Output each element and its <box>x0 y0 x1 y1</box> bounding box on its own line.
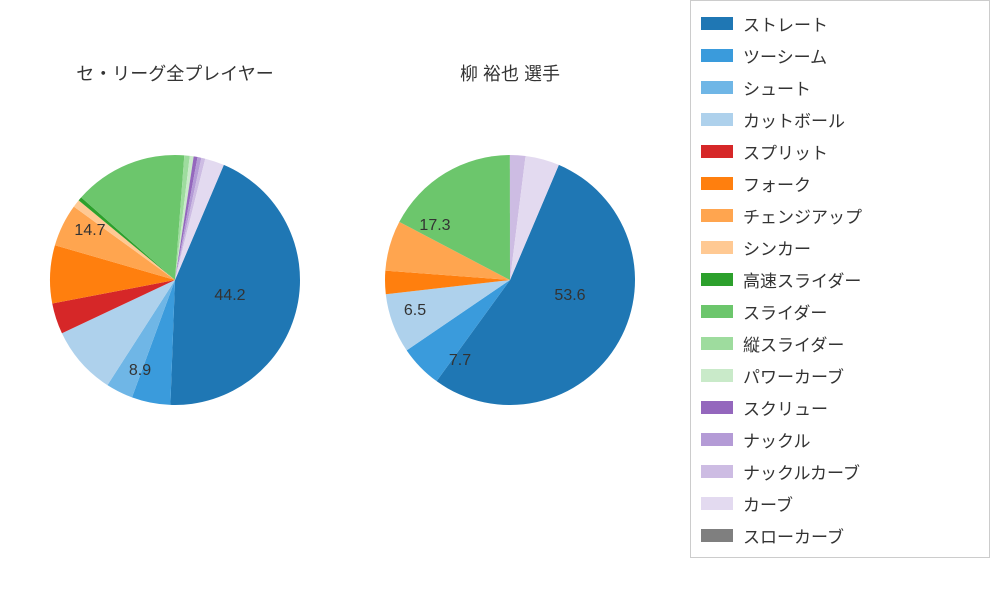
legend-item: スクリュー <box>701 391 979 423</box>
legend-label: シュート <box>743 75 811 100</box>
slice-label: 17.3 <box>419 217 450 234</box>
legend-swatch <box>701 209 733 222</box>
legend-label: フォーク <box>743 171 811 196</box>
legend-swatch <box>701 465 733 478</box>
legend-swatch <box>701 113 733 126</box>
legend-item: スライダー <box>701 295 979 327</box>
legend-item: チェンジアップ <box>701 199 979 231</box>
legend-swatch <box>701 369 733 382</box>
legend-item: カットボール <box>701 103 979 135</box>
slice-label: 6.5 <box>404 302 426 319</box>
legend-label: ツーシーム <box>743 43 827 68</box>
legend-swatch <box>701 49 733 62</box>
legend-item: シンカー <box>701 231 979 263</box>
legend-label: スライダー <box>743 299 827 324</box>
slice-label: 14.7 <box>74 222 105 239</box>
legend-item: 縦スライダー <box>701 327 979 359</box>
legend-item: ナックル <box>701 423 979 455</box>
pie-title: 柳 裕也 選手 <box>460 64 560 84</box>
legend-label: カットボール <box>743 107 845 132</box>
legend-item: パワーカーブ <box>701 359 979 391</box>
legend-item: スプリット <box>701 135 979 167</box>
legend-label: ナックルカーブ <box>743 459 860 484</box>
slice-label: 7.7 <box>449 352 471 369</box>
legend-swatch <box>701 81 733 94</box>
legend-item: ツーシーム <box>701 39 979 71</box>
legend-label: ナックル <box>743 427 811 452</box>
slice-label: 44.2 <box>214 287 245 304</box>
legend-swatch <box>701 497 733 510</box>
legend-label: 高速スライダー <box>743 267 861 292</box>
legend-item: フォーク <box>701 167 979 199</box>
legend-swatch <box>701 177 733 190</box>
legend-label: スローカーブ <box>743 523 844 548</box>
legend-item: カーブ <box>701 487 979 519</box>
legend-label: カーブ <box>743 491 793 516</box>
legend-item: スローカーブ <box>701 519 979 551</box>
legend-swatch <box>701 401 733 414</box>
legend: ストレートツーシームシュートカットボールスプリットフォークチェンジアップシンカー… <box>690 0 990 558</box>
legend-swatch <box>701 145 733 158</box>
legend-label: スクリュー <box>743 395 828 420</box>
legend-label: チェンジアップ <box>743 203 862 228</box>
legend-swatch <box>701 273 733 286</box>
slice-label: 53.6 <box>554 287 585 304</box>
legend-swatch <box>701 433 733 446</box>
chart-area: 44.2 8.9 14.7 セ・リーグ全プレイヤー 53.6 7.7 6.5 17.3 柳 裕也… <box>0 0 680 600</box>
legend-swatch <box>701 337 733 350</box>
legend-label: シンカー <box>743 235 811 260</box>
legend-label: スプリット <box>743 139 828 164</box>
legend-item: 高速スライダー <box>701 263 979 295</box>
legend-swatch <box>701 529 733 542</box>
slice-label: 8.9 <box>129 362 151 379</box>
legend-item: ナックルカーブ <box>701 455 979 487</box>
legend-swatch <box>701 305 733 318</box>
pie-charts-svg: 44.2 8.9 14.7 セ・リーグ全プレイヤー 53.6 7.7 6.5 17.3 柳 裕也… <box>0 0 680 600</box>
legend-swatch <box>701 241 733 254</box>
legend-label: 縦スライダー <box>743 331 844 356</box>
legend-label: ストレート <box>743 11 828 36</box>
legend-item: シュート <box>701 71 979 103</box>
legend-label: パワーカーブ <box>743 363 844 388</box>
legend-swatch <box>701 17 733 30</box>
pie-title: セ・リーグ全プレイヤー <box>76 64 273 84</box>
legend-item: ストレート <box>701 7 979 39</box>
